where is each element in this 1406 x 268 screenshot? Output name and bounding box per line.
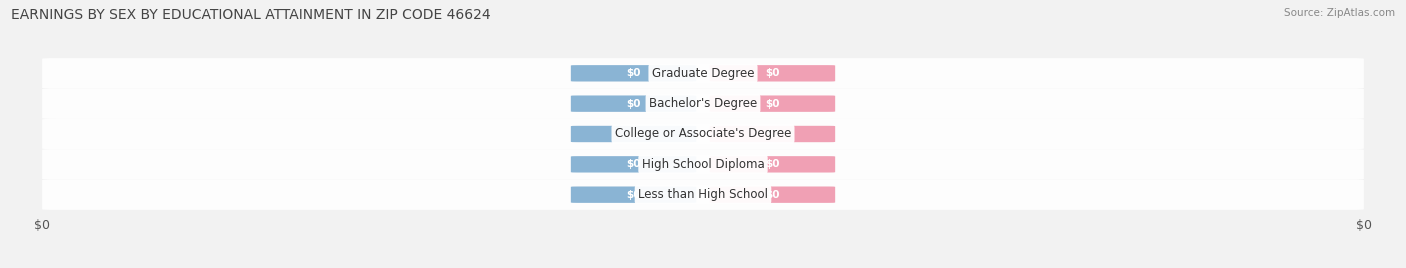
FancyBboxPatch shape: [42, 180, 1364, 210]
FancyBboxPatch shape: [42, 58, 1364, 88]
Text: $0: $0: [765, 190, 780, 200]
FancyBboxPatch shape: [571, 156, 696, 173]
FancyBboxPatch shape: [710, 156, 835, 173]
Text: $0: $0: [626, 68, 641, 78]
FancyBboxPatch shape: [710, 95, 835, 112]
Text: $0: $0: [765, 99, 780, 109]
Text: High School Diploma: High School Diploma: [641, 158, 765, 171]
Text: $0: $0: [765, 159, 780, 169]
Text: $0: $0: [765, 68, 780, 78]
FancyBboxPatch shape: [571, 126, 696, 142]
Text: $0: $0: [626, 190, 641, 200]
FancyBboxPatch shape: [42, 149, 1364, 180]
FancyBboxPatch shape: [571, 95, 696, 112]
FancyBboxPatch shape: [710, 65, 835, 81]
FancyBboxPatch shape: [571, 65, 696, 81]
FancyBboxPatch shape: [42, 88, 1364, 119]
Text: Less than High School: Less than High School: [638, 188, 768, 201]
FancyBboxPatch shape: [42, 119, 1364, 149]
Text: Bachelor's Degree: Bachelor's Degree: [650, 97, 756, 110]
Text: EARNINGS BY SEX BY EDUCATIONAL ATTAINMENT IN ZIP CODE 46624: EARNINGS BY SEX BY EDUCATIONAL ATTAINMEN…: [11, 8, 491, 22]
Text: College or Associate's Degree: College or Associate's Degree: [614, 128, 792, 140]
Text: Graduate Degree: Graduate Degree: [652, 67, 754, 80]
FancyBboxPatch shape: [571, 187, 696, 203]
FancyBboxPatch shape: [710, 187, 835, 203]
Text: $0: $0: [765, 129, 780, 139]
Text: $0: $0: [626, 99, 641, 109]
Text: $0: $0: [626, 129, 641, 139]
Text: Source: ZipAtlas.com: Source: ZipAtlas.com: [1284, 8, 1395, 18]
FancyBboxPatch shape: [710, 126, 835, 142]
Text: $0: $0: [626, 159, 641, 169]
